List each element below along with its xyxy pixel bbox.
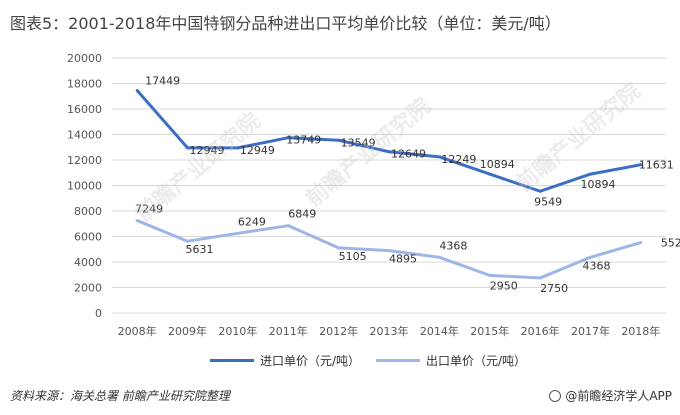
data-point-import — [186, 146, 190, 150]
data-label-export: 4368 — [582, 259, 610, 272]
data-point-export — [337, 246, 341, 250]
data-point-import — [588, 172, 592, 176]
data-label-export: 6849 — [288, 208, 316, 221]
data-label-export: 4368 — [439, 239, 467, 252]
data-point-export — [639, 241, 643, 245]
data-point-export — [135, 219, 139, 223]
y-tick-label: 12000 — [67, 154, 102, 167]
y-tick-label: 14000 — [67, 129, 102, 142]
data-label-import: 13749 — [286, 134, 321, 147]
data-point-export — [437, 255, 441, 259]
data-label-import: 10894 — [480, 158, 515, 171]
data-label-import: 12649 — [391, 148, 426, 161]
y-tick-label: 16000 — [67, 103, 102, 116]
data-point-import — [538, 189, 542, 193]
data-point-import — [639, 163, 643, 167]
x-tick-label: 2013年 — [370, 324, 409, 338]
data-point-import — [135, 89, 139, 93]
legend-swatch-export — [376, 359, 420, 362]
data-label-export: 2950 — [490, 279, 518, 292]
data-label-export: 4895 — [389, 253, 417, 266]
brand-logo-icon — [549, 389, 562, 402]
x-tick-label: 2016年 — [521, 324, 560, 338]
data-label-import: 17449 — [145, 75, 180, 88]
data-point-import — [437, 155, 441, 159]
data-label-export: 7249 — [135, 203, 163, 216]
data-point-export — [236, 231, 240, 235]
x-tick-label: 2008年 — [118, 324, 157, 338]
x-tick-label: 2014年 — [420, 324, 459, 338]
footer: 资料来源：海关总署 前瞻产业研究院整理 @前瞻经济学人APP — [0, 387, 680, 407]
data-label-export: 2750 — [540, 282, 568, 295]
data-label-export: 6249 — [238, 215, 266, 228]
chart-title: 图表5：2001-2018年中国特钢分品种进出口平均单价比较（单位：美元/吨） — [10, 14, 561, 33]
y-tick-label: 10000 — [67, 180, 102, 193]
legend-swatch-import — [210, 359, 254, 362]
brand-mark: @前瞻经济学人APP — [549, 387, 672, 404]
source-note: 资料来源：海关总署 前瞻产业研究院整理 — [10, 389, 230, 403]
x-tick-label: 2018年 — [621, 324, 660, 338]
data-label-import: 10894 — [580, 178, 615, 191]
x-tick-label: 2011年 — [269, 324, 308, 338]
data-label-export: 5526 — [661, 237, 680, 250]
x-tick-label: 2012年 — [319, 324, 358, 338]
data-point-import — [236, 146, 240, 150]
data-label-import: 12949 — [240, 144, 275, 157]
y-tick-label: 20000 — [67, 52, 102, 65]
y-tick-label: 0 — [95, 307, 102, 320]
series-line-import — [136, 89, 642, 193]
data-label-export: 5631 — [186, 243, 214, 256]
data-label-export: 5105 — [339, 250, 367, 263]
data-point-import — [488, 172, 492, 176]
x-tick-label: 2017年 — [571, 324, 610, 338]
data-point-export — [588, 255, 592, 259]
legend-label-import: 进口单价（元/吨） — [260, 354, 361, 368]
data-point-import — [286, 136, 290, 140]
x-tick-label: 2009年 — [168, 324, 207, 338]
y-tick-label: 18000 — [67, 78, 102, 91]
data-label-import: 12949 — [190, 144, 225, 157]
legend: 进口单价（元/吨） 出口单价（元/吨） — [0, 352, 680, 370]
y-tick-label: 2000 — [74, 282, 102, 295]
data-point-import — [387, 150, 391, 154]
data-label-import: 11631 — [639, 159, 674, 172]
data-point-import — [337, 138, 341, 142]
data-point-export — [488, 273, 492, 277]
legend-label-export: 出口单价（元/吨） — [426, 354, 527, 368]
legend-item-export: 出口单价（元/吨） — [376, 352, 526, 369]
data-label-import: 12249 — [441, 153, 476, 166]
data-point-export — [538, 276, 542, 280]
brand-label: @前瞻经济学人APP — [565, 389, 672, 403]
line-chart: 0 2000 4000 6000 8000 10000 12000 14000 16000 180… — [67, 52, 680, 338]
data-point-export — [387, 249, 391, 253]
y-tick-label: 4000 — [74, 256, 102, 269]
data-point-export — [286, 224, 290, 228]
legend-item-import: 进口单价（元/吨） — [210, 352, 360, 369]
data-point-export — [186, 239, 190, 243]
x-tick-label: 2015年 — [470, 324, 509, 338]
y-tick-label: 6000 — [74, 231, 102, 244]
y-tick-label: 8000 — [74, 205, 102, 218]
data-label-import: 13549 — [341, 136, 376, 149]
data-label-import: 9549 — [534, 195, 562, 208]
x-tick-label: 2010年 — [218, 324, 257, 338]
